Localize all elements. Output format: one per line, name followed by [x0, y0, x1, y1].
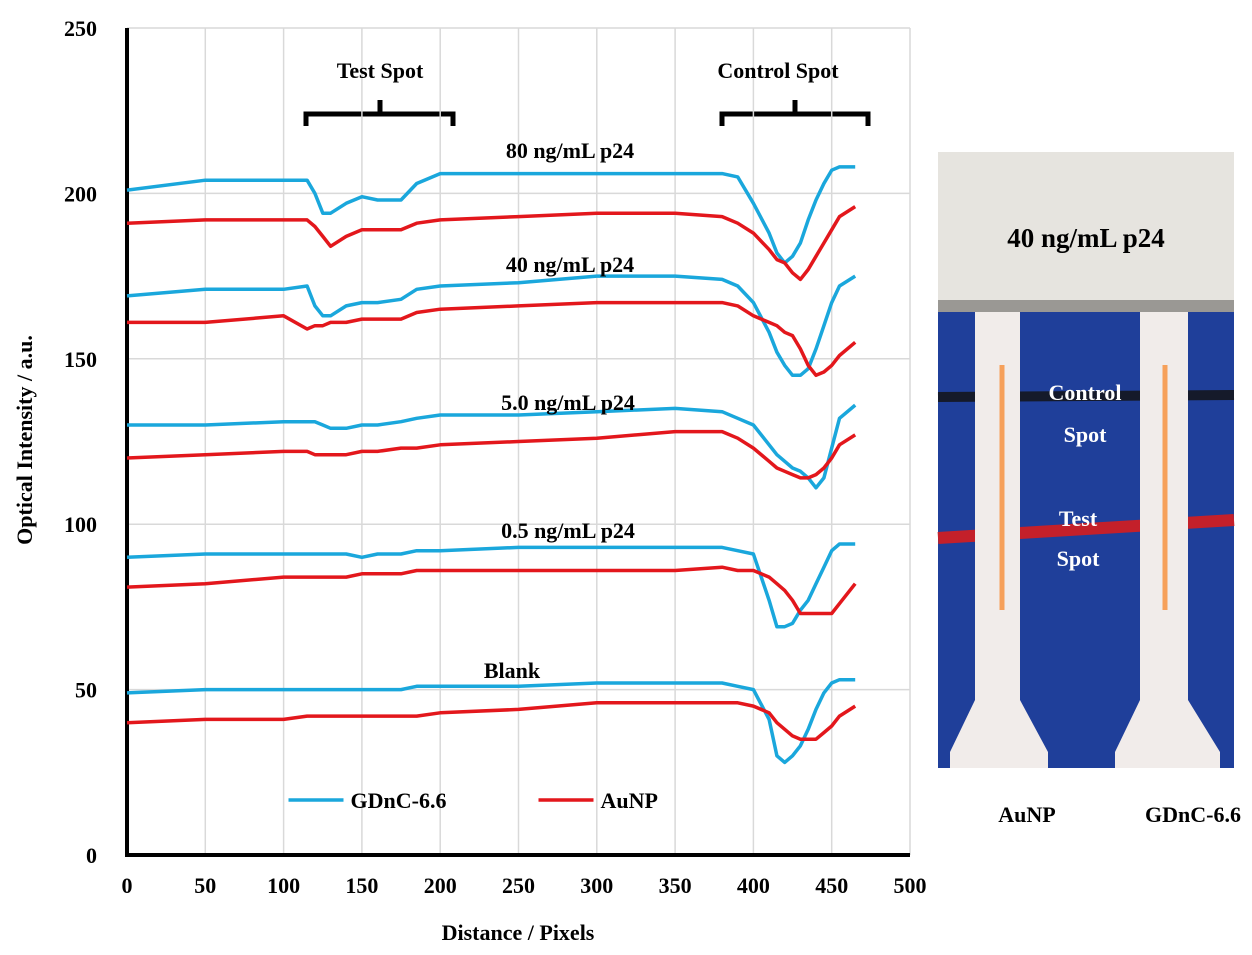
- photo-label: Spot: [1064, 422, 1107, 447]
- photo-paper: [938, 152, 1234, 310]
- y-tick-label: 50: [75, 678, 97, 703]
- photo-shadow: [938, 300, 1234, 312]
- y-axis-title: Optical Intensity / a.u.: [12, 335, 37, 545]
- series-line: [126, 429, 857, 480]
- series-line: [127, 300, 857, 378]
- annotation: 80 ng/mL p24: [506, 138, 634, 163]
- y-tick-label: 250: [64, 16, 97, 41]
- x-tick-label: 100: [267, 873, 300, 898]
- series-line: [126, 205, 857, 282]
- strip-photo: 40 ng/mL p24 Control Spot Test Spot: [937, 152, 1235, 768]
- annotation: Blank: [484, 658, 541, 683]
- x-tick-label: 500: [894, 873, 927, 898]
- series-line: [126, 677, 856, 765]
- y-tick-label: 200: [64, 181, 97, 206]
- x-tick-label: 400: [737, 873, 770, 898]
- annotation: Test Spot: [337, 58, 424, 83]
- photo-label: Spot: [1057, 546, 1100, 571]
- annotation: Control Spot: [717, 58, 839, 83]
- annotation: 40 ng/mL p24: [506, 252, 634, 277]
- x-axis-title: Distance / Pixels: [442, 920, 595, 945]
- strip-label: AuNP: [998, 802, 1055, 827]
- annotation: 0.5 ng/mL p24: [501, 518, 635, 543]
- photo-title: 40 ng/mL p24: [1007, 223, 1165, 253]
- series-line: [126, 542, 856, 629]
- photo-label: Control: [1049, 380, 1122, 405]
- y-tick-label: 150: [64, 347, 97, 372]
- x-tick-label: 350: [659, 873, 692, 898]
- series-line: [126, 165, 856, 265]
- series-line: [126, 701, 857, 741]
- x-tick-label: 200: [424, 873, 457, 898]
- legend-label: GDnC-6.6: [351, 788, 447, 813]
- strip: [950, 312, 1048, 768]
- bracket: [303, 100, 456, 126]
- legend-label: AuNP: [601, 788, 658, 813]
- series-line: [127, 403, 857, 490]
- x-tick-label: 0: [122, 873, 133, 898]
- y-tick-label: 100: [64, 512, 97, 537]
- strip-label: GDnC-6.6: [1145, 802, 1241, 827]
- x-tick-label: 150: [345, 873, 378, 898]
- x-tick-label: 300: [580, 873, 613, 898]
- x-tick-label: 50: [194, 873, 216, 898]
- series-line: [126, 274, 857, 378]
- annotation: 5.0 ng/mL p24: [501, 390, 635, 415]
- bracket: [719, 100, 871, 126]
- photo-label: Test: [1059, 506, 1098, 531]
- x-tick-label: 450: [815, 873, 848, 898]
- y-tick-label: 0: [86, 843, 97, 868]
- x-tick-label: 250: [502, 873, 535, 898]
- series-line: [126, 565, 857, 616]
